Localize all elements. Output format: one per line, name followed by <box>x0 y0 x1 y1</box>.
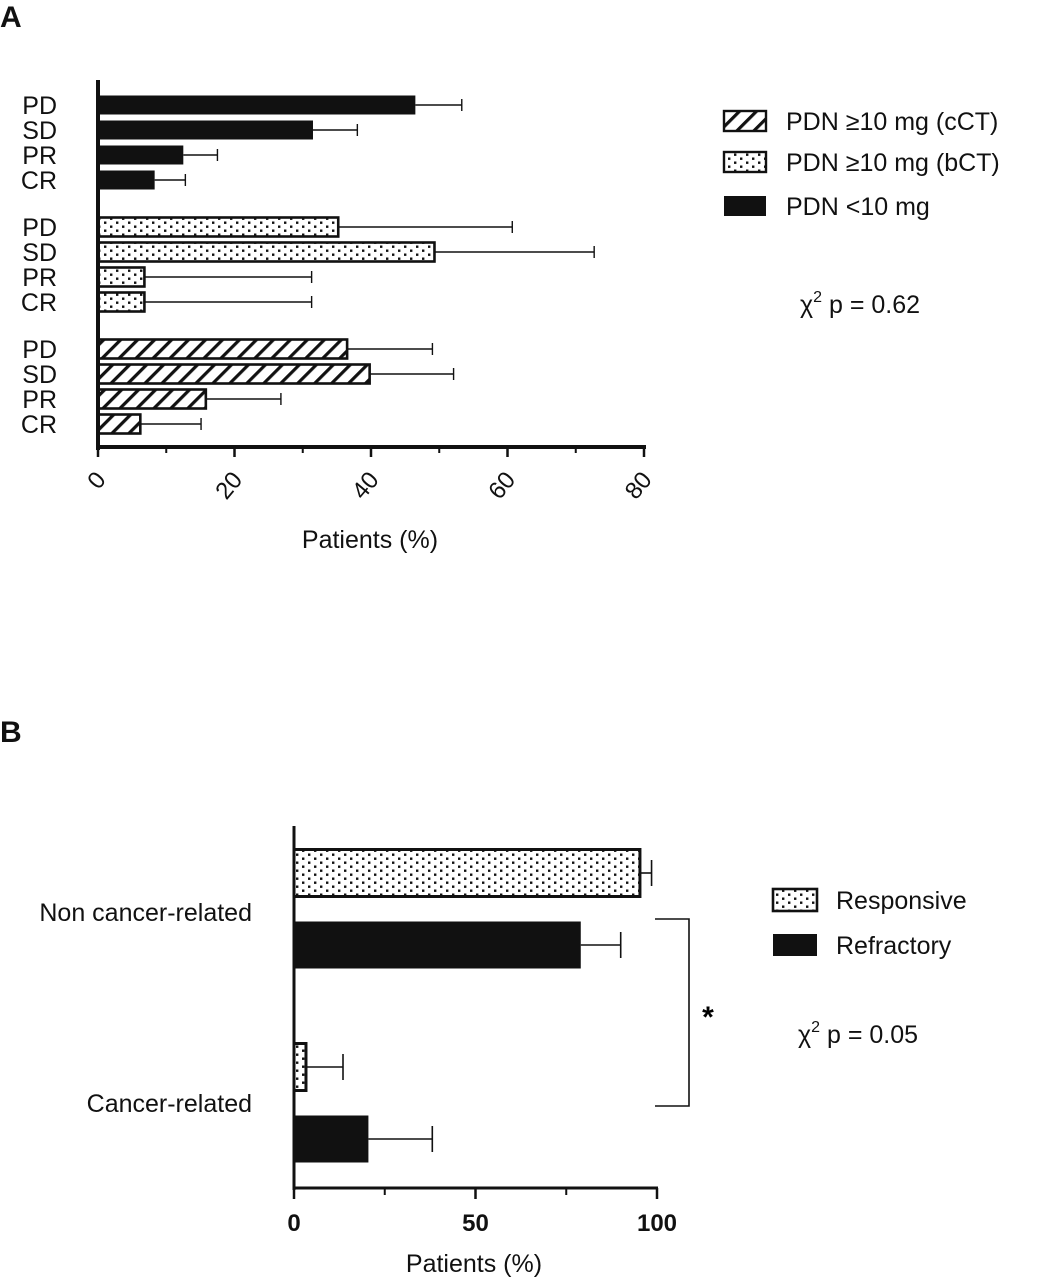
panel-a-chi-square-annotation: χ2 p = 0.62 <box>800 289 920 319</box>
significance-star: * <box>702 1001 714 1034</box>
bar-hatch-sd <box>96 363 371 385</box>
category-label-pr: PR <box>22 386 57 414</box>
bar-responsive-cancer <box>292 1042 308 1092</box>
category-label-cr: CR <box>21 289 57 317</box>
x-tick-label: 0 <box>82 467 111 495</box>
x-tick-label: 100 <box>637 1210 677 1237</box>
x-tick-label: 50 <box>462 1210 489 1237</box>
bar-responsive-non-cancer <box>292 848 642 898</box>
significance-bracket <box>655 918 690 1107</box>
chi-superscript: 2 <box>813 289 822 306</box>
bar-dots-sd <box>96 241 436 263</box>
category-label-cr: CR <box>21 411 57 439</box>
legend-swatch-dots <box>722 150 768 174</box>
category-label-pd: PD <box>22 92 57 120</box>
chi-symbol: χ <box>798 1021 811 1049</box>
bar-hatch-cr <box>96 413 142 435</box>
panel-b-bars <box>292 848 653 1163</box>
legend-label: Responsive <box>836 887 967 915</box>
legend-label: Refractory <box>836 932 952 960</box>
category-label-sd: SD <box>22 239 57 267</box>
category-label-cr: CR <box>21 167 57 195</box>
panel-b-axes: 0 50 100 <box>287 826 677 1237</box>
bar-refractory-cancer <box>294 1115 369 1163</box>
panel-letter-a: A <box>0 1 22 34</box>
category-label-pr: PR <box>22 142 57 170</box>
chi-superscript: 2 <box>811 1019 820 1036</box>
x-tick-label: 80 <box>620 467 658 505</box>
legend-label: PDN <10 mg <box>786 193 930 221</box>
bar-solid-pr <box>98 145 184 165</box>
legend-label: PDN ≥10 mg (bCT) <box>786 149 1000 177</box>
panel-b-category-label-non-cancer: Non cancer-related <box>39 899 252 927</box>
legend-swatch-undefined <box>773 934 817 956</box>
bar-solid-cr <box>98 170 155 190</box>
panel-a-axes: 0 20 40 60 80 <box>82 80 658 505</box>
x-tick-label: 40 <box>347 467 385 505</box>
bar-refractory-non-cancer <box>294 921 581 969</box>
legend-swatch-undefined <box>771 887 819 913</box>
legend-label: PDN ≥10 mg (cCT) <box>786 108 998 136</box>
x-tick-label: 20 <box>210 467 248 505</box>
p-value-text: p = 0.62 <box>822 291 920 319</box>
chi-symbol: χ <box>800 291 813 319</box>
panel-letter-b: B <box>0 716 22 749</box>
category-label-sd: SD <box>22 117 57 145</box>
bar-dots-cr <box>96 291 146 313</box>
x-tick-label: 0 <box>287 1210 300 1237</box>
bar-solid-sd <box>98 120 313 140</box>
category-label-pr: PR <box>22 264 57 292</box>
x-tick-label: 60 <box>483 467 521 505</box>
panel-b-chi-square-annotation: χ2 p = 0.05 <box>798 1019 918 1049</box>
panel-a-legend: PDN ≥10 mg (cCT) PDN ≥10 mg (bCT) PDN <10 … <box>722 108 1000 221</box>
panel-b-legend: Responsive Refractory <box>771 887 967 960</box>
bar-dots-pd <box>96 216 340 238</box>
category-label-pd: PD <box>22 214 57 242</box>
panel-b-category-label-cancer: Cancer-related <box>87 1090 252 1118</box>
category-label-sd: SD <box>22 361 57 389</box>
bar-solid-pd <box>98 95 416 115</box>
panel-a-x-axis-label: Patients (%) <box>302 526 438 554</box>
bar-hatch-pd <box>96 338 349 360</box>
legend-swatch-hatch <box>722 109 768 133</box>
bar-dots-pr <box>96 266 146 288</box>
legend-swatch-solid <box>724 196 766 216</box>
panel-b-x-axis-label: Patients (%) <box>406 1250 542 1278</box>
category-label-pd: PD <box>22 336 57 364</box>
bar-hatch-pr <box>96 388 208 410</box>
p-value-text: p = 0.05 <box>820 1021 918 1049</box>
